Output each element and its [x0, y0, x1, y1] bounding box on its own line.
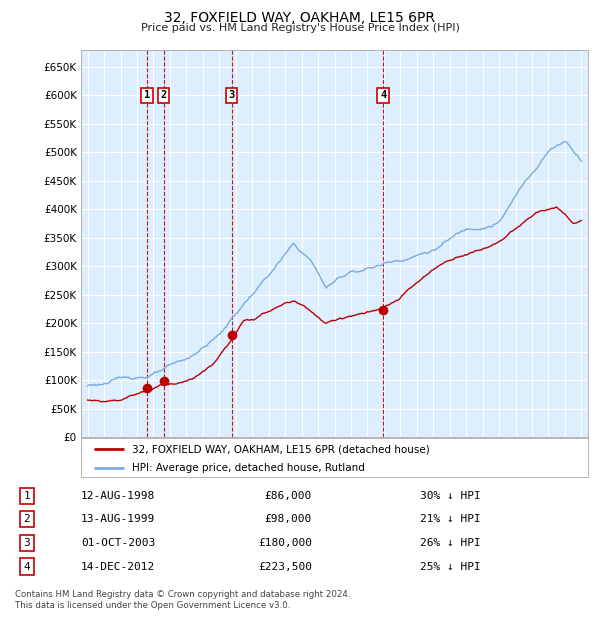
Text: 4: 4: [23, 562, 31, 572]
Text: 26% ↓ HPI: 26% ↓ HPI: [420, 538, 481, 548]
Text: 13-AUG-1999: 13-AUG-1999: [81, 514, 155, 524]
Text: 14-DEC-2012: 14-DEC-2012: [81, 562, 155, 572]
Text: 25% ↓ HPI: 25% ↓ HPI: [420, 562, 481, 572]
Text: 3: 3: [23, 538, 31, 548]
Text: 3: 3: [229, 90, 235, 100]
Text: Price paid vs. HM Land Registry's House Price Index (HPI): Price paid vs. HM Land Registry's House …: [140, 23, 460, 33]
Text: 30% ↓ HPI: 30% ↓ HPI: [420, 491, 481, 501]
Text: £180,000: £180,000: [258, 538, 312, 548]
Text: £86,000: £86,000: [265, 491, 312, 501]
Text: 1: 1: [144, 90, 150, 100]
Text: 2: 2: [23, 514, 31, 524]
Text: 12-AUG-1998: 12-AUG-1998: [81, 491, 155, 501]
Text: Contains HM Land Registry data © Crown copyright and database right 2024.
This d: Contains HM Land Registry data © Crown c…: [15, 590, 350, 609]
Text: £98,000: £98,000: [265, 514, 312, 524]
Text: 21% ↓ HPI: 21% ↓ HPI: [420, 514, 481, 524]
Text: 4: 4: [380, 90, 386, 100]
Text: 1: 1: [23, 491, 31, 501]
Text: 01-OCT-2003: 01-OCT-2003: [81, 538, 155, 548]
Text: £223,500: £223,500: [258, 562, 312, 572]
Text: 2: 2: [161, 90, 167, 100]
Text: HPI: Average price, detached house, Rutland: HPI: Average price, detached house, Rutl…: [132, 463, 365, 472]
Text: 32, FOXFIELD WAY, OAKHAM, LE15 6PR (detached house): 32, FOXFIELD WAY, OAKHAM, LE15 6PR (deta…: [132, 445, 430, 454]
Text: 32, FOXFIELD WAY, OAKHAM, LE15 6PR: 32, FOXFIELD WAY, OAKHAM, LE15 6PR: [164, 11, 436, 25]
